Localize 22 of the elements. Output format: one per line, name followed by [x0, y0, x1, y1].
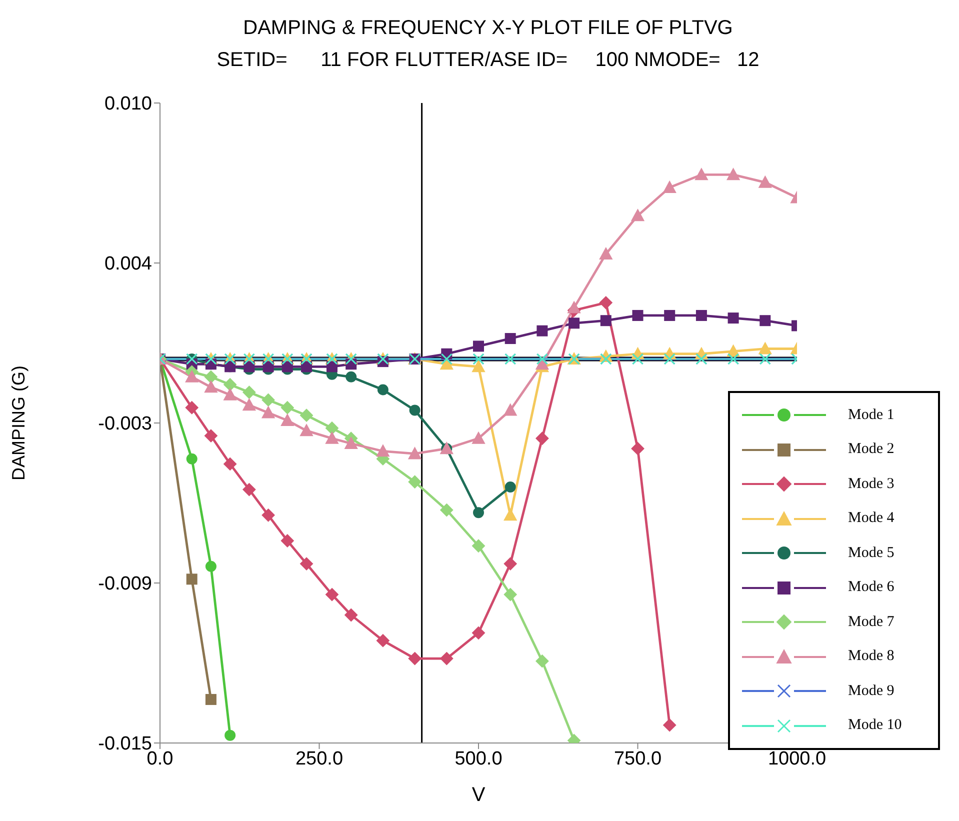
x-tick-label: 500.0 — [454, 748, 502, 770]
x-axis-title: V — [472, 784, 486, 806]
legend-label: Mode 5 — [848, 544, 894, 562]
legend-label: Mode 2 — [848, 441, 894, 458]
y-axis-title: DAMPING (G) — [8, 366, 28, 480]
y-tick-label: 0.010 — [104, 94, 152, 115]
x-tick-label: 1000.0 — [768, 748, 826, 770]
legend-label: Mode 10 — [848, 717, 902, 734]
y-tick-label: 0.004 — [104, 254, 152, 275]
y-tick-label: -0.009 — [98, 574, 152, 595]
y-tick-label: -0.003 — [98, 414, 152, 435]
x-tick-label: 750.0 — [614, 748, 662, 770]
legend-label: Mode 4 — [848, 510, 894, 528]
x-tick-label: 250.0 — [295, 748, 344, 770]
legend-label: Mode 3 — [848, 476, 894, 493]
legend-label: Mode 7 — [848, 614, 894, 631]
chart-title: DAMPING & FREQUENCY X-Y PLOT FILE OF PLTVG — [242, 16, 734, 41]
legend-label: Mode 8 — [848, 648, 894, 666]
legend-label: Mode 9 — [848, 682, 894, 700]
chart-subtitle: SETID= 11 FOR FLUTTER/ASE ID= 100 NMODE= 12 — [216, 48, 760, 73]
legend-label: Mode 6 — [848, 579, 894, 596]
legend-label: Mode 1 — [848, 406, 894, 424]
